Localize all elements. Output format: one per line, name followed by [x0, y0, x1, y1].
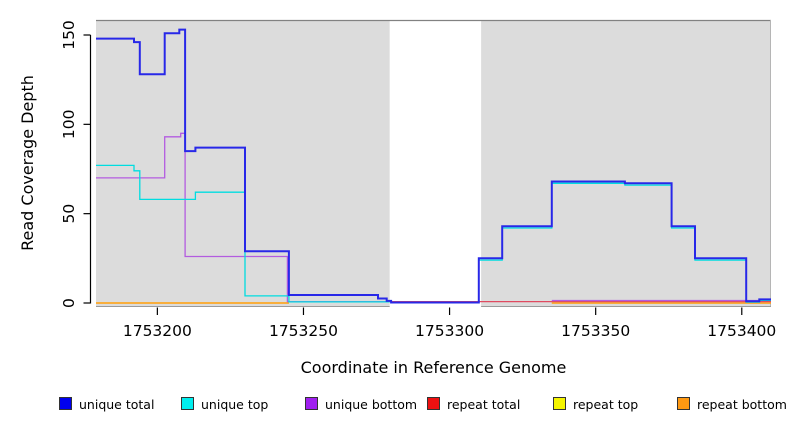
- x-axis-tick-label: 1753250: [269, 322, 338, 340]
- panel-background-left: [96, 20, 390, 307]
- series-line-unique-total: [96, 28, 771, 304]
- x-axis-tick-label: 1753200: [123, 322, 192, 340]
- x-axis-title: Coordinate in Reference Genome: [300, 358, 567, 377]
- x-axis-tick-label: 1753400: [707, 322, 776, 340]
- x-axis-tick-label: 1753300: [415, 322, 484, 340]
- x-axis-tick-label: 1753350: [561, 322, 630, 340]
- y-axis-tick-label: 100: [60, 110, 78, 140]
- y-axis-tick-label: 150: [60, 20, 78, 50]
- y-axis-tick-label: 50: [60, 204, 78, 224]
- y-axis-title: Read Coverage Depth: [18, 75, 37, 251]
- panel-background-right: [481, 20, 771, 307]
- y-axis-tick-label: 0: [60, 298, 78, 308]
